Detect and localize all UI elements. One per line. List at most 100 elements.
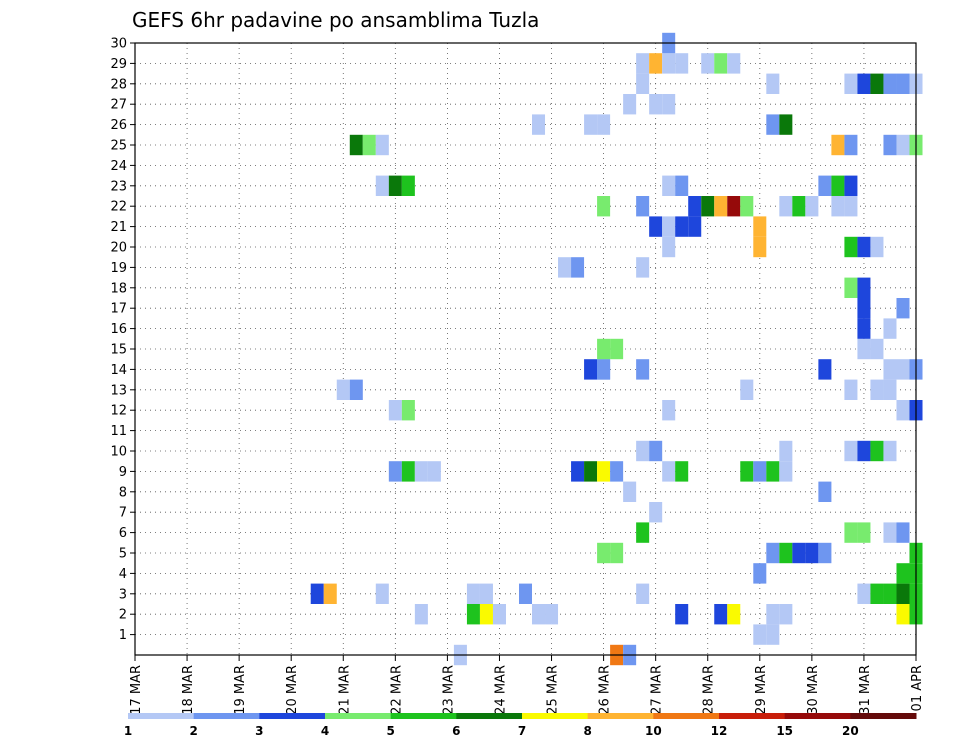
heatmap-cell <box>779 114 793 135</box>
heatmap-cell <box>649 216 663 237</box>
y-tick-label: 1 <box>119 628 127 643</box>
heatmap-cell <box>558 257 572 278</box>
x-tick-label: 26 MAR <box>598 665 613 715</box>
heatmap-cell <box>414 604 428 625</box>
heatmap-cell <box>388 461 402 482</box>
heatmap-cell <box>649 502 663 523</box>
heatmap-cell <box>584 461 598 482</box>
x-tick-label: 25 MAR <box>546 665 561 715</box>
heatmap-cell <box>675 216 689 237</box>
heatmap-cell <box>310 583 324 604</box>
x-tick-label: 01 APR <box>910 665 925 711</box>
heatmap-cell <box>779 604 793 625</box>
y-axis: 1234567891011121314151617181920212223242… <box>110 37 135 643</box>
heatmap-cell <box>831 196 845 217</box>
x-tick-label: 18 MAR <box>181 665 196 715</box>
heatmap-cell <box>584 359 598 380</box>
heatmap-cell <box>805 196 819 217</box>
heatmap-cell <box>675 604 689 625</box>
heatmap-cell <box>779 440 793 462</box>
heatmap-cell <box>740 461 754 482</box>
heatmap-cell <box>883 522 897 543</box>
colorbar-label: 1 <box>124 724 132 738</box>
colorbar-segment <box>784 713 851 719</box>
heatmap-cell <box>532 604 546 625</box>
heatmap-cell <box>532 114 546 135</box>
heatmap-cell <box>518 583 533 604</box>
heatmap-cell <box>597 196 611 217</box>
heatmap-cell <box>714 196 728 217</box>
colorbar-segment <box>587 713 654 719</box>
heatmap-cell <box>740 379 754 400</box>
heatmap-cell <box>883 379 897 400</box>
heatmap-cell <box>792 196 806 217</box>
x-tick-label: 23 MAR <box>441 665 456 715</box>
heatmap-cell <box>662 461 676 482</box>
y-tick-label: 16 <box>110 322 127 337</box>
x-tick-label: 21 MAR <box>337 665 352 715</box>
y-tick-label: 14 <box>110 363 127 378</box>
y-tick-label: 7 <box>119 506 127 521</box>
heatmap-cell <box>870 379 884 400</box>
heatmap-cell <box>466 583 480 604</box>
colorbar-segment <box>325 713 392 719</box>
heatmap-cell <box>636 359 650 380</box>
heatmap-cell <box>571 257 585 278</box>
x-tick-label: 28 MAR <box>702 665 717 715</box>
y-tick-label: 27 <box>110 98 127 113</box>
heatmap-cell <box>896 563 910 584</box>
colorbar-label: 3 <box>255 724 263 738</box>
y-tick-label: 8 <box>119 485 127 500</box>
heatmap-cell <box>727 604 741 625</box>
heatmap-cell <box>883 134 897 156</box>
colorbar-label: 7 <box>518 724 526 738</box>
heatmap-cell <box>896 298 910 319</box>
y-tick-label: 19 <box>110 261 127 276</box>
heatmap-cell <box>714 604 728 625</box>
heatmap-cell <box>844 440 858 462</box>
y-tick-label: 29 <box>110 57 127 72</box>
heatmap-cell <box>375 134 389 156</box>
heatmap-cell <box>870 236 884 258</box>
heatmap-cell <box>636 257 650 278</box>
heatmap-cell <box>792 542 806 564</box>
heatmap-cell <box>479 583 493 604</box>
colorbar-segment <box>193 713 260 719</box>
heatmap-cell <box>675 175 689 196</box>
heatmap-cell <box>844 522 858 543</box>
heatmap-cell <box>883 440 897 462</box>
heatmap-cell <box>896 73 910 94</box>
heatmap-cell <box>818 481 832 502</box>
colorbar-segment <box>259 713 326 719</box>
heatmap-cell <box>766 114 780 135</box>
heatmap-cell <box>766 542 780 564</box>
y-tick-label: 13 <box>110 383 127 398</box>
heatmap-cell <box>636 196 650 217</box>
colorbar-label: 12 <box>711 724 728 738</box>
heatmap-cell <box>857 338 871 360</box>
heatmap-cell <box>727 196 741 217</box>
y-tick-label: 15 <box>110 343 127 358</box>
colorbar-segment <box>390 713 457 719</box>
heatmap-cell <box>766 73 780 94</box>
heatmap-cell <box>818 542 832 564</box>
heatmap-cell <box>883 583 897 604</box>
colorbar-segment <box>719 713 786 719</box>
heatmap-cell <box>714 53 728 74</box>
heatmap-cells <box>310 32 923 666</box>
heatmap-cell <box>766 461 780 482</box>
heatmap-cell <box>857 318 871 339</box>
colorbar-segment <box>653 713 720 719</box>
heatmap-cell <box>375 583 389 604</box>
y-tick-label: 6 <box>119 526 127 541</box>
colorbar-segment <box>128 713 195 719</box>
heatmap-cell <box>857 440 871 462</box>
heatmap-cell <box>857 73 871 94</box>
colorbar-label: 5 <box>386 724 394 738</box>
heatmap-cell <box>818 359 832 380</box>
y-tick-label: 20 <box>110 241 127 256</box>
heatmap-cell <box>896 522 910 543</box>
heatmap-cell <box>375 175 389 196</box>
heatmap-cell <box>831 134 845 156</box>
